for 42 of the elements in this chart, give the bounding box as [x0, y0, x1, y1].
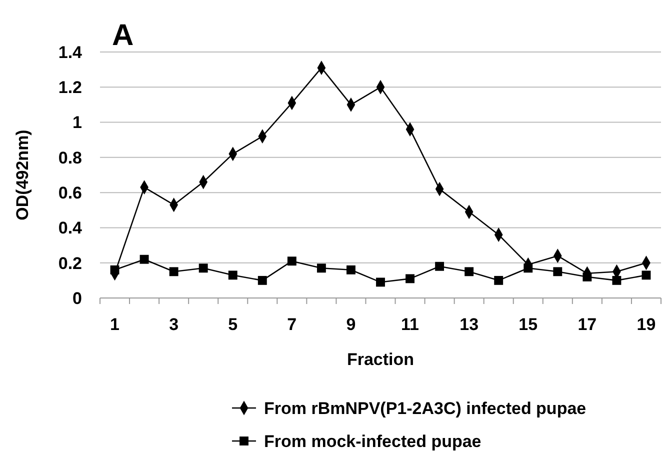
x-tick-label: 15 — [518, 315, 538, 334]
x-tick-label: 19 — [636, 315, 656, 334]
point — [316, 264, 326, 273]
point — [346, 265, 356, 274]
x-axis-title: Fraction — [346, 350, 414, 369]
point — [258, 276, 267, 285]
y-tick-label: 1.2 — [58, 78, 82, 98]
x-tick-label: 13 — [460, 315, 479, 334]
point — [553, 267, 562, 276]
point — [140, 254, 149, 264]
x-tick-label: 5 — [228, 315, 238, 334]
point — [110, 265, 120, 274]
point — [435, 262, 444, 271]
legend-label: From rBmNPV(P1-2A3C) infected pupae — [264, 398, 586, 418]
point — [169, 267, 178, 276]
x-tick-label: 9 — [346, 315, 356, 334]
x-tick-label: 11 — [401, 315, 420, 334]
y-tick-label: 0.2 — [58, 254, 82, 273]
point — [642, 270, 651, 280]
legend-label: From mock-infected pupae — [264, 432, 482, 451]
x-tick-label: 7 — [287, 315, 297, 334]
chart-title: A — [112, 19, 134, 52]
y-tick-label: 0.8 — [58, 148, 82, 168]
point — [406, 274, 414, 284]
y-tick-label: 1 — [72, 113, 82, 132]
y-tick-label: 0.6 — [58, 184, 82, 203]
y-tick-label: 1.4 — [58, 42, 83, 62]
y-tick-label: 0 — [72, 288, 82, 308]
y-tick-label: 0.4 — [58, 218, 83, 238]
point — [464, 267, 474, 276]
x-tick-label: 17 — [578, 315, 597, 334]
point — [287, 256, 296, 266]
point — [582, 272, 592, 282]
point — [612, 276, 622, 285]
point — [376, 278, 385, 287]
point — [198, 264, 208, 273]
y-axis-title: OD(492nm) — [13, 130, 32, 220]
x-tick-label: 1 — [110, 315, 120, 334]
x-tick-label: 3 — [169, 315, 179, 334]
point — [228, 270, 238, 280]
point — [524, 264, 533, 273]
point — [494, 276, 504, 285]
